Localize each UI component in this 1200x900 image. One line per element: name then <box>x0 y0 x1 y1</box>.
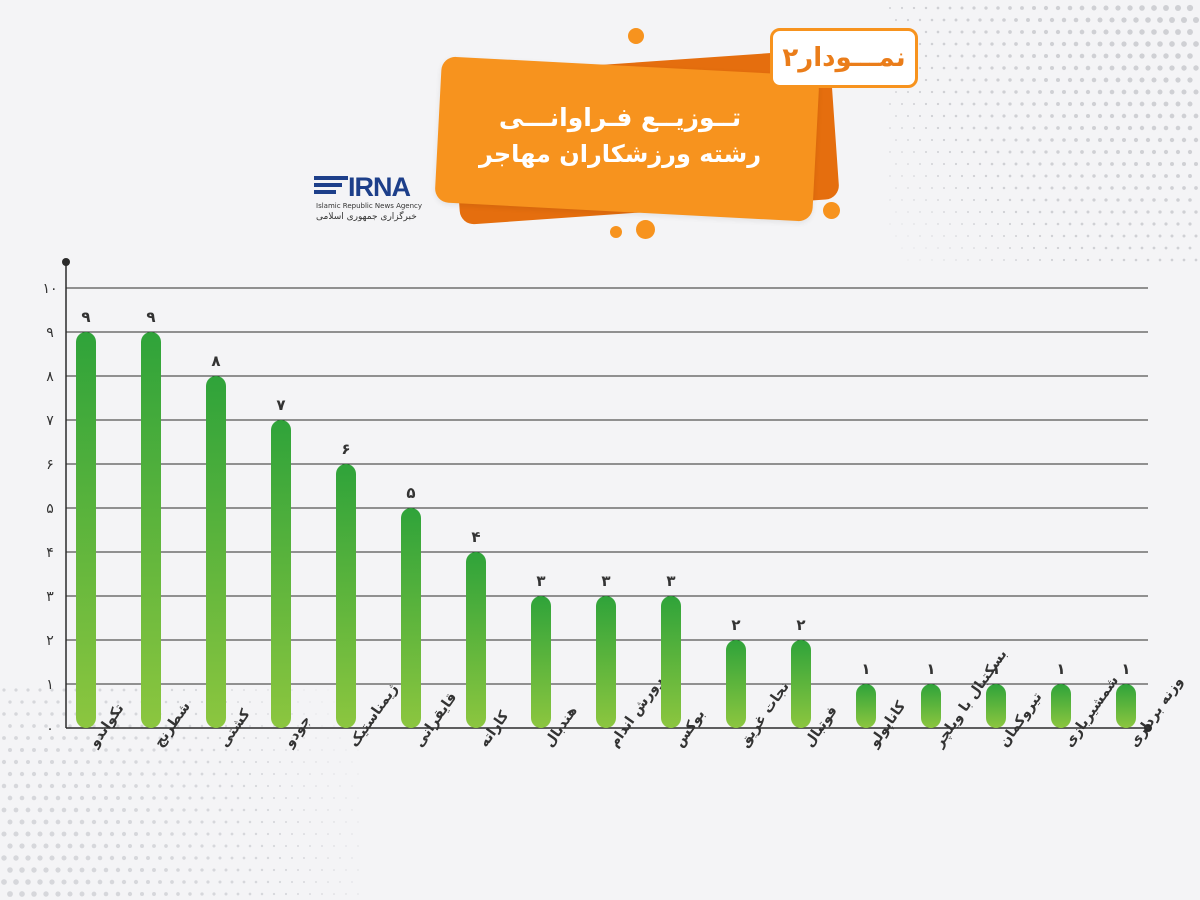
bar <box>401 508 421 728</box>
irna-logo-icon <box>314 176 348 198</box>
bar-value-label: ۱ <box>991 660 1000 678</box>
y-tick-label: ۱ <box>46 677 54 693</box>
chart-header: تــوزیــع فـراوانـــی رشته ورزشکاران مها… <box>0 0 1200 260</box>
bar <box>76 332 96 728</box>
bar <box>1051 684 1071 728</box>
bar <box>271 420 291 728</box>
y-tick-label: ۴ <box>46 545 54 561</box>
decor-dot <box>610 226 622 238</box>
bar <box>531 596 551 728</box>
y-tick-label: ۵ <box>46 501 54 517</box>
y-tick-label: ۹ <box>46 325 54 341</box>
bar <box>466 552 486 728</box>
bar-value-label: ۷ <box>276 396 285 414</box>
bar <box>141 332 161 728</box>
bar-value-label: ۱ <box>1121 660 1130 678</box>
bar <box>726 640 746 728</box>
logo-wordmark: IRNA <box>348 172 411 202</box>
bar-value-label: ۹ <box>146 308 155 326</box>
bar-value-label: ۳ <box>536 572 545 590</box>
bar <box>661 596 681 728</box>
decor-dot <box>823 202 840 219</box>
x-axis-end-dot <box>1144 724 1152 732</box>
chart-title-line-1: تــوزیــع فـراوانـــی <box>498 103 742 132</box>
bar-value-label: ۱ <box>1056 660 1065 678</box>
y-tick-label: ۷ <box>46 413 54 429</box>
bar-value-label: ۵ <box>406 484 415 502</box>
y-tick-label: ۱۰ <box>42 281 57 297</box>
bar <box>856 684 876 728</box>
bar <box>921 684 941 728</box>
y-tick-label: ۶ <box>46 457 54 473</box>
decor-dot <box>636 220 655 239</box>
bar-value-label: ۴ <box>471 528 480 546</box>
bar-value-label: ۳ <box>601 572 610 590</box>
bar <box>1116 684 1136 728</box>
bar-value-label: ۲ <box>796 616 805 634</box>
bar-value-label: ۸ <box>211 352 220 370</box>
bar <box>791 640 811 728</box>
logo-subtitle-fa: خبرگزاری جمهوری اسلامی <box>316 212 417 222</box>
logo-subtitle-en: Islamic Republic News Agency <box>316 202 423 210</box>
y-tick-label: ۲ <box>46 633 54 649</box>
y-tick-label: ۰ <box>46 721 54 737</box>
decor-dot <box>628 28 644 44</box>
y-axis-end-dot <box>62 258 70 266</box>
bar <box>206 376 226 728</box>
bar <box>596 596 616 728</box>
bar-value-label: ۲ <box>731 616 740 634</box>
chart-title-line-2: رشته ورزشکاران مهاجر <box>478 140 762 168</box>
bar <box>336 464 356 728</box>
bar-value-label: ۹ <box>81 308 90 326</box>
bar <box>986 684 1006 728</box>
chart-number-badge: نمـــودار۲ <box>770 28 918 88</box>
bar-value-label: ۱ <box>926 660 935 678</box>
y-tick-label: ۸ <box>46 369 54 385</box>
bar-value-label: ۶ <box>341 440 350 458</box>
y-tick-label: ۳ <box>46 589 54 605</box>
bar-value-label: ۳ <box>666 572 675 590</box>
irna-logo: IRNA Islamic Republic News Agency خبرگزا… <box>314 172 424 228</box>
bar-value-label: ۱ <box>861 660 870 678</box>
